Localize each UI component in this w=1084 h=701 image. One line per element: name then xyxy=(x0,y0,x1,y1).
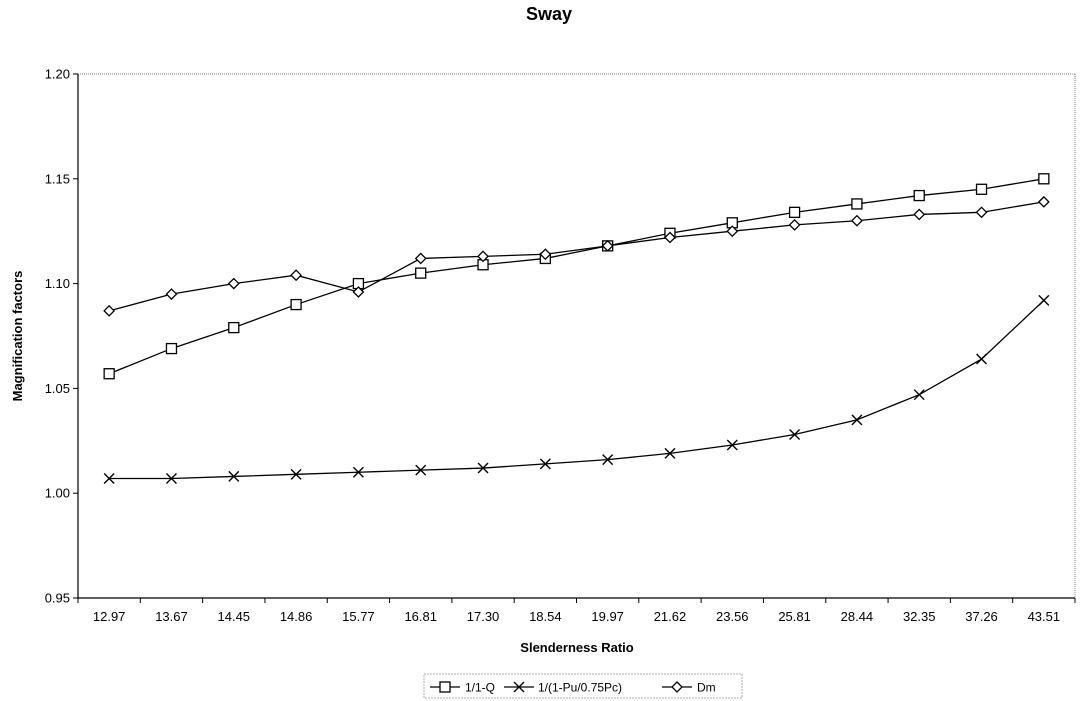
y-tick-label: 1.05 xyxy=(45,381,70,396)
data-point xyxy=(415,267,427,279)
legend-box xyxy=(423,673,743,699)
data-point xyxy=(477,250,489,263)
legend: 1/1-Q 1/(1-Pu/0.75Pc) Dm xyxy=(423,673,743,699)
x-axis-label: Slenderness Ratio xyxy=(520,640,633,655)
x-tick-label: 28.44 xyxy=(841,609,874,624)
legend-label: 1/1-Q xyxy=(465,681,495,695)
y-tick-label: 0.95 xyxy=(45,591,70,606)
data-point xyxy=(788,218,801,231)
data-point xyxy=(602,454,614,466)
x-tick-label: 43.51 xyxy=(1028,609,1061,624)
y-tick-label: 1.20 xyxy=(45,67,70,82)
x-tick-label: 37.26 xyxy=(965,609,998,624)
legend-swatch-marker xyxy=(671,681,683,693)
data-point xyxy=(1038,173,1050,185)
legend-entry: 1/(1-Pu/0.75Pc) xyxy=(504,681,622,695)
x-tick-label: 21.62 xyxy=(654,609,687,624)
legend-entry: Dm xyxy=(662,681,716,695)
data-point xyxy=(290,269,303,282)
data-point xyxy=(664,231,676,244)
x-tick-label: 23.56 xyxy=(716,609,749,624)
y-tick-label: 1.15 xyxy=(45,171,70,186)
data-point xyxy=(165,342,178,355)
data-point xyxy=(664,447,676,459)
x-tick-label: 16.81 xyxy=(404,609,437,624)
data-point xyxy=(1038,294,1050,306)
x-tick-label: 14.86 xyxy=(280,609,313,624)
data-point xyxy=(788,206,801,218)
data-point xyxy=(165,473,177,485)
x-tick-label: 14.45 xyxy=(218,609,251,624)
data-point xyxy=(103,473,115,485)
series-3 xyxy=(103,195,1050,317)
data-point xyxy=(103,304,116,317)
data-point xyxy=(851,198,863,210)
data-point xyxy=(414,252,427,265)
series-line xyxy=(109,299,1045,480)
data-point xyxy=(103,368,115,380)
legend-swatch-marker xyxy=(513,681,525,693)
series-2 xyxy=(103,294,1050,485)
chart-title: Sway xyxy=(526,4,572,24)
data-point xyxy=(477,462,489,474)
y-axis-label: Magnification factors xyxy=(10,271,25,402)
y-tick-label: 1.10 xyxy=(45,276,70,291)
data-point xyxy=(352,286,365,298)
data-point xyxy=(227,277,240,290)
data-point xyxy=(228,470,240,482)
legend-swatch-marker xyxy=(439,681,451,693)
data-point xyxy=(290,298,302,311)
x-tick-label: 18.54 xyxy=(529,609,562,624)
data-point xyxy=(539,458,551,470)
data-point xyxy=(352,466,364,478)
data-point xyxy=(290,468,302,480)
data-point xyxy=(539,248,552,261)
data-point xyxy=(975,183,988,195)
data-point xyxy=(1037,195,1050,208)
x-tick-label: 13.67 xyxy=(155,609,188,624)
data-point xyxy=(726,439,738,451)
data-point xyxy=(975,206,988,219)
x-tick-label: 12.97 xyxy=(93,609,126,624)
x-tick-label: 25.81 xyxy=(778,609,811,624)
data-point xyxy=(850,214,863,227)
legend-label: 1/(1-Pu/0.75Pc) xyxy=(538,681,622,695)
x-tick-label: 19.97 xyxy=(591,609,624,624)
data-point xyxy=(415,464,427,476)
data-point xyxy=(228,321,240,334)
legend-label: Dm xyxy=(697,681,716,695)
x-tick-label: 32.35 xyxy=(903,609,936,624)
data-point xyxy=(726,225,739,238)
data-point xyxy=(601,239,614,252)
series-layer xyxy=(103,173,1050,485)
data-point xyxy=(913,189,925,202)
y-axis-ticks: 0.95 1.00 1.05 1.10 1.15 1.20 xyxy=(45,67,78,606)
legend-entry: 1/1-Q xyxy=(430,681,495,695)
data-point xyxy=(976,353,988,365)
y-tick-label: 1.00 xyxy=(45,486,70,501)
data-point xyxy=(851,414,863,426)
x-axis-ticks: 12.97 13.67 14.45 14.86 15.77 16.81 17.30 18.54… xyxy=(77,598,1076,624)
data-point xyxy=(789,429,801,441)
data-point xyxy=(913,208,926,221)
plot-area xyxy=(78,74,1075,598)
x-tick-label: 15.77 xyxy=(342,609,375,624)
data-point xyxy=(165,288,178,300)
series-line xyxy=(108,201,1044,312)
series-line xyxy=(108,178,1044,375)
x-tick-label: 17.30 xyxy=(467,609,500,624)
data-point xyxy=(913,389,925,401)
